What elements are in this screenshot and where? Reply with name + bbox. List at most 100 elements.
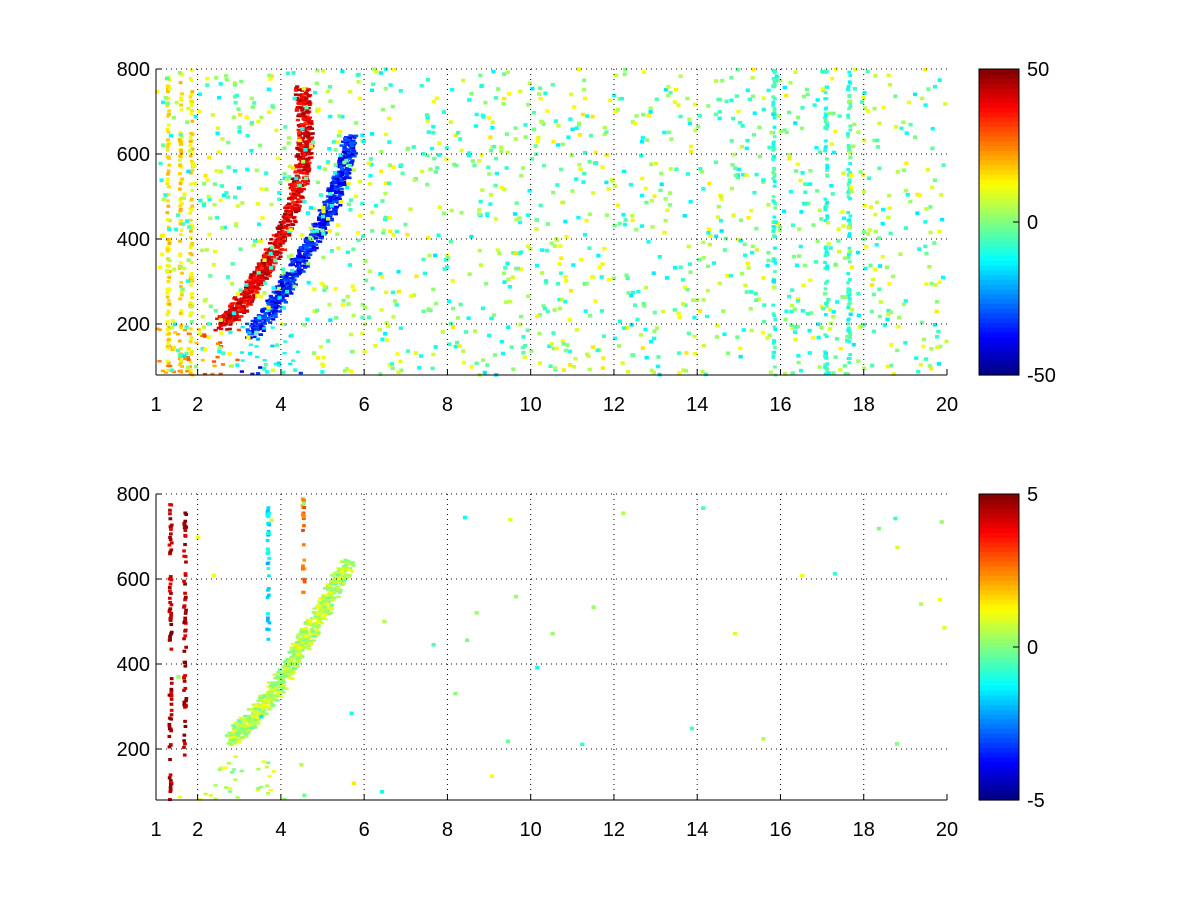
- colorbar-step: [979, 513, 1019, 519]
- heatmap-cell: [218, 82, 223, 86]
- heatmap-cell: [179, 358, 184, 362]
- heatmap-cell: [518, 322, 523, 327]
- heatmap-cell: [183, 664, 188, 668]
- heatmap-cell: [235, 363, 240, 367]
- heatmap-cell: [168, 618, 173, 622]
- heatmap-cell: [385, 338, 390, 342]
- heatmap-cell: [167, 326, 172, 330]
- heatmap-cell: [227, 319, 232, 323]
- heatmap-cell: [405, 349, 410, 353]
- heatmap-cell: [328, 190, 333, 194]
- heatmap-cell: [390, 104, 395, 109]
- heatmap-cell: [668, 167, 673, 171]
- heatmap-cell: [168, 638, 172, 642]
- heatmap-cell: [771, 95, 775, 99]
- heatmap-cell: [347, 263, 352, 267]
- heatmap-cell: [166, 280, 171, 284]
- heatmap-cell: [262, 359, 267, 362]
- heatmap-cell: [297, 187, 302, 191]
- heatmap-cell: [793, 325, 798, 329]
- heatmap-cell: [177, 357, 182, 361]
- heatmap-cell: [178, 204, 183, 208]
- heatmap-cell: [732, 631, 738, 636]
- heatmap-cell: [865, 69, 870, 74]
- heatmap-cell: [642, 70, 647, 74]
- heatmap-cell: [825, 124, 829, 128]
- heatmap-cell: [268, 266, 274, 270]
- heatmap-cell: [336, 595, 341, 599]
- colorbar-step: [979, 723, 1019, 729]
- heatmap-cell: [260, 318, 265, 321]
- heatmap-cell: [321, 219, 326, 222]
- heatmap-cell: [876, 526, 882, 531]
- heatmap-cell: [179, 197, 183, 201]
- heatmap-cell: [825, 362, 830, 366]
- heatmap-cell: [773, 206, 777, 210]
- heatmap-cell: [182, 549, 186, 553]
- heatmap-cell: [165, 182, 170, 186]
- heatmap-cell: [886, 215, 891, 220]
- heatmap-cell: [254, 330, 259, 335]
- heatmap-cell: [290, 288, 296, 291]
- heatmap-cell: [771, 229, 776, 233]
- heatmap-cell: [236, 301, 241, 305]
- heatmap-cell: [545, 109, 550, 113]
- heatmap-cell: [434, 96, 440, 101]
- heatmap-cell: [306, 166, 311, 169]
- heatmap-cell: [271, 681, 276, 684]
- heatmap-cell: [816, 322, 821, 326]
- heatmap-cell: [168, 364, 173, 368]
- heatmap-cell: [239, 370, 244, 373]
- heatmap-cell: [301, 159, 306, 164]
- colorbar-step: [979, 766, 1019, 772]
- heatmap-cell: [293, 89, 299, 92]
- heatmap-cell: [284, 661, 289, 664]
- heatmap-cell: [265, 370, 270, 374]
- heatmap-cell: [271, 694, 276, 697]
- heatmap-cell: [292, 96, 297, 101]
- heatmap-cell: [304, 632, 309, 635]
- heatmap-cell: [256, 328, 261, 331]
- heatmap-cell: [325, 223, 330, 226]
- heatmap-cell: [306, 243, 312, 246]
- heatmap-cell: [920, 96, 925, 101]
- heatmap-cell: [247, 729, 252, 733]
- colorbar-step: [979, 613, 1019, 619]
- heatmap-cell: [299, 643, 304, 646]
- heatmap-cell: [169, 687, 174, 691]
- heatmap-cell: [179, 108, 184, 112]
- heatmap-cell: [668, 90, 673, 95]
- heatmap-cell: [182, 523, 187, 527]
- heatmap-cell: [846, 115, 851, 119]
- heatmap-cell: [213, 328, 218, 332]
- heatmap-cell: [214, 169, 219, 173]
- heatmap-cell: [283, 668, 288, 671]
- heatmap-cell: [305, 172, 310, 175]
- heatmap-cell: [848, 331, 852, 335]
- heatmap-cell: [870, 363, 875, 368]
- heatmap-cell: [621, 326, 627, 330]
- heatmap-cell: [701, 256, 706, 260]
- heatmap-cell: [800, 171, 805, 175]
- heatmap-cell: [777, 225, 782, 229]
- heatmap-cell: [226, 316, 231, 320]
- heatmap-cell: [396, 270, 401, 274]
- heatmap-cell: [530, 86, 535, 91]
- heatmap-cell: [366, 315, 372, 320]
- heatmap-cell: [342, 181, 347, 184]
- heatmap-cell: [629, 293, 634, 298]
- heatmap-cell: [303, 91, 309, 95]
- heatmap-cell: [220, 320, 225, 324]
- heatmap-cell: [336, 133, 341, 138]
- heatmap-cell: [166, 130, 171, 134]
- heatmap-cell: [180, 271, 184, 275]
- heatmap-cell: [178, 140, 183, 144]
- heatmap-cell: [487, 333, 492, 338]
- heatmap-cell: [846, 255, 851, 259]
- heatmap-cell: [316, 107, 321, 111]
- heatmap-cell: [639, 153, 644, 158]
- heatmap-cell: [314, 232, 319, 235]
- heatmap-cell: [303, 634, 309, 637]
- heatmap-cell: [459, 148, 464, 153]
- colorbar-step: [979, 785, 1019, 792]
